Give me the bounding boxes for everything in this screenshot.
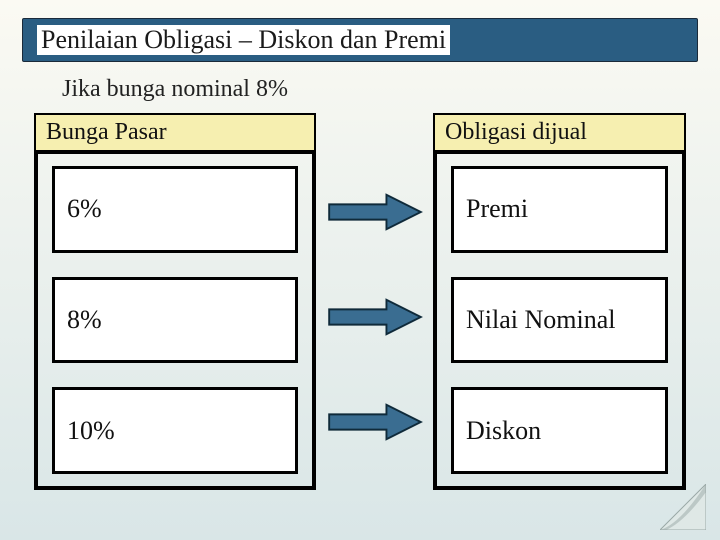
result-cell-0: Premi xyxy=(451,166,668,253)
right-frame: Premi Nilai Nominal Diskon xyxy=(433,150,686,490)
rate-text: 8% xyxy=(67,305,102,335)
rate-cell-1: 8% xyxy=(52,277,298,364)
arrow-1 xyxy=(327,264,423,369)
arrow-icon xyxy=(327,191,423,233)
right-header: Obligasi dijual xyxy=(433,113,686,152)
title-bar: Penilaian Obligasi – Diskon dan Premi xyxy=(22,18,698,62)
rate-text: 6% xyxy=(67,194,102,224)
rate-cell-0: 6% xyxy=(52,166,298,253)
page-curl-icon xyxy=(660,484,706,530)
result-text: Premi xyxy=(466,194,528,224)
content-columns: Bunga Pasar 6% 8% 10% xyxy=(22,113,698,490)
arrow-icon xyxy=(327,401,423,443)
subtitle: Jika bunga nominal 8% xyxy=(62,76,698,103)
left-header: Bunga Pasar xyxy=(34,113,316,152)
left-frame: 6% 8% 10% xyxy=(34,150,316,490)
slide-title: Penilaian Obligasi – Diskon dan Premi xyxy=(37,25,450,55)
arrow-icon xyxy=(327,296,423,338)
rate-cell-2: 10% xyxy=(52,387,298,474)
result-cell-2: Diskon xyxy=(451,387,668,474)
result-text: Diskon xyxy=(466,416,541,446)
arrow-column xyxy=(316,113,433,490)
arrow-0 xyxy=(327,159,423,264)
right-column: Obligasi dijual Premi Nilai Nominal Disk… xyxy=(433,113,686,490)
arrow-2 xyxy=(327,370,423,475)
arrow-stack xyxy=(327,147,423,487)
result-cell-1: Nilai Nominal xyxy=(451,277,668,364)
rate-text: 10% xyxy=(67,416,115,446)
slide: Penilaian Obligasi – Diskon dan Premi Ji… xyxy=(0,0,720,540)
left-column: Bunga Pasar 6% 8% 10% xyxy=(34,113,316,490)
result-text: Nilai Nominal xyxy=(466,305,615,335)
